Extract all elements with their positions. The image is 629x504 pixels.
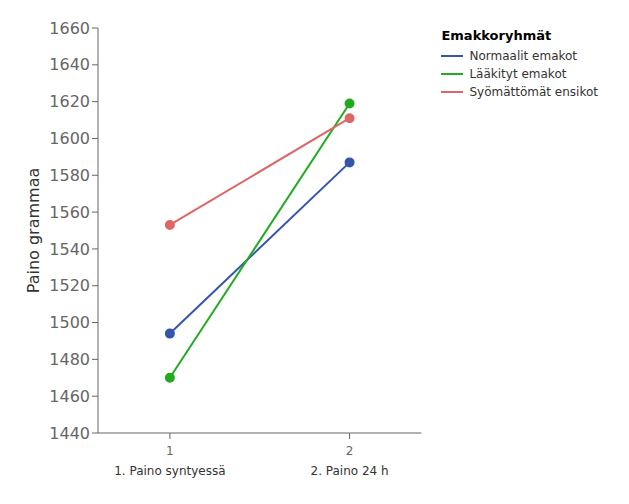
svg-text:2. Paino 24 h: 2. Paino 24 h [311,464,389,478]
svg-text:2: 2 [346,444,354,458]
svg-text:1580: 1580 [49,166,90,185]
html-text:Normaalit emakot: Normaalit emakot [469,49,578,63]
svg-text:1. Paino syntyessä: 1. Paino syntyessä [114,464,225,478]
svg-text:1460: 1460 [49,387,90,406]
svg-text:1600: 1600 [49,129,90,148]
svg-text:1440: 1440 [49,424,90,443]
html-text:Syömättömät ensikot: Syömättömät ensikot [469,85,598,99]
svg-text:1480: 1480 [49,350,90,369]
html-text:Emakkoryhmät: Emakkoryhmät [441,28,552,43]
svg-text:Paino grammaa: Paino grammaa [24,168,43,294]
svg-text:1640: 1640 [49,55,90,74]
svg-text:1560: 1560 [49,203,90,222]
svg-text:1620: 1620 [49,92,90,111]
svg-text:1520: 1520 [49,276,90,295]
svg-text:1540: 1540 [49,240,90,259]
svg-text:1500: 1500 [49,313,90,332]
svg-text:1: 1 [166,444,174,458]
html-text:Lääkityt emakot: Lääkityt emakot [469,67,567,81]
svg-text:1660: 1660 [49,19,90,38]
